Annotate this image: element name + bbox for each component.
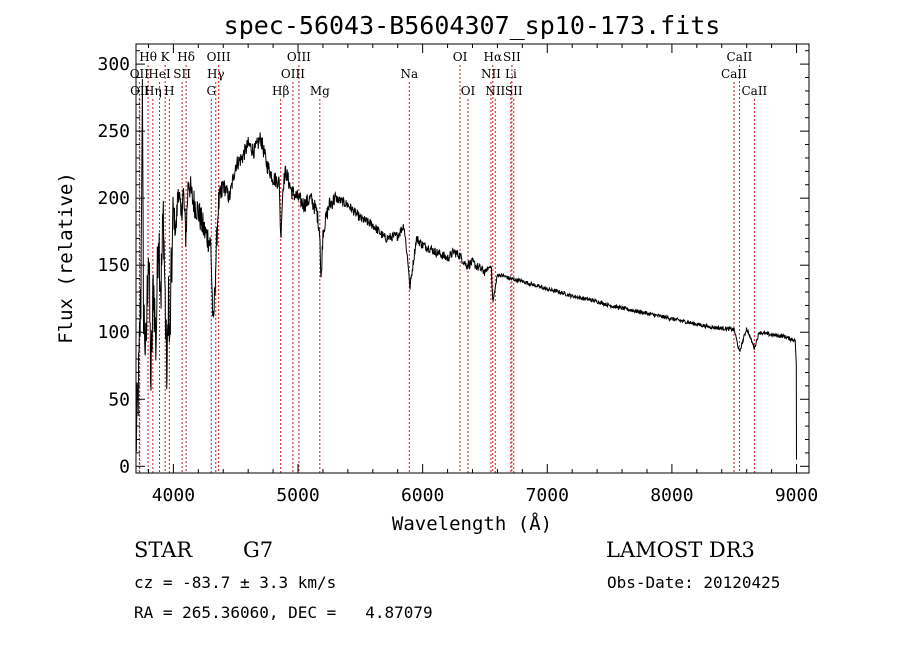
spectral-line-label: Hη bbox=[144, 84, 162, 98]
spectral-line-label: NII bbox=[485, 84, 505, 98]
y-tick-label: 50 bbox=[108, 389, 130, 410]
object-subclass: G7 bbox=[243, 538, 274, 562]
spectral-line-label: SII bbox=[505, 84, 523, 98]
spectrum-series bbox=[135, 79, 797, 460]
spectral-line-label: NII bbox=[481, 67, 501, 81]
spectral-line-label: OIII bbox=[281, 67, 305, 81]
y-tick-label: 150 bbox=[97, 255, 130, 276]
y-tick-label: 200 bbox=[97, 188, 130, 209]
spectrum-line bbox=[135, 79, 797, 460]
spectral-line-label: Li bbox=[505, 67, 517, 81]
x-tick-label: 7000 bbox=[526, 485, 569, 506]
spectral-line-label: CaII bbox=[727, 50, 753, 64]
x-axis-label: Wavelength (Å) bbox=[392, 512, 552, 535]
x-axis: 4000 5000 6000 7000 8000 9000 bbox=[147, 44, 818, 506]
y-tick-label: 0 bbox=[119, 456, 130, 477]
spectral-line-label: G bbox=[206, 84, 216, 98]
spectral-line-label: Hδ bbox=[177, 50, 195, 64]
spectral-line-label: Mg bbox=[310, 84, 330, 98]
y-tick-label: 300 bbox=[97, 54, 130, 75]
spectral-line-label: OI bbox=[461, 84, 476, 98]
observation-date: Obs-Date: 20120425 bbox=[607, 573, 781, 592]
spectral-line-label: CaII bbox=[741, 84, 767, 98]
spectral-line-label: OIII bbox=[287, 50, 311, 64]
x-tick-label: 8000 bbox=[650, 485, 693, 506]
spectral-line-label: SII bbox=[173, 67, 191, 81]
spectral-line-label: OI bbox=[453, 50, 468, 64]
y-axis: 0 50 100 150 200 250 300 bbox=[97, 50, 809, 477]
y-tick-label: 100 bbox=[97, 322, 130, 343]
spectral-line-label: OIII bbox=[207, 50, 231, 64]
survey-name: LAMOST DR3 bbox=[606, 538, 755, 562]
x-tick-label: 9000 bbox=[775, 485, 818, 506]
x-tick-label: 4000 bbox=[152, 485, 195, 506]
spectral-line-label: K bbox=[161, 50, 171, 64]
chart-title: spec-56043-B5604307_sp10-173.fits bbox=[224, 11, 721, 40]
spectral-line-label: CaII bbox=[721, 67, 747, 81]
spectral-line-label: Na bbox=[400, 67, 418, 81]
x-tick-label: 5000 bbox=[276, 485, 319, 506]
coordinates: RA = 265.36060, DEC = 4.87079 bbox=[134, 603, 433, 622]
x-tick-label: 6000 bbox=[401, 485, 444, 506]
object-class: STAR bbox=[134, 538, 193, 562]
spectral-line-label: Hγ bbox=[207, 67, 225, 81]
spectral-line-label: Hθ bbox=[139, 50, 157, 64]
spectral-line-label: Hβ bbox=[272, 84, 289, 98]
spectral-line-label: H bbox=[164, 84, 174, 98]
spectral-line-label: SII bbox=[503, 50, 521, 64]
spectral-line-label: HeI bbox=[148, 67, 171, 81]
y-axis-label: Flux (relative) bbox=[55, 172, 77, 344]
y-tick-label: 250 bbox=[97, 121, 130, 142]
spectral-line-label: Hα bbox=[484, 50, 503, 64]
redshift-velocity: cz = -83.7 ± 3.3 km/s bbox=[134, 573, 337, 592]
spectral-line-label: OII bbox=[130, 67, 150, 81]
